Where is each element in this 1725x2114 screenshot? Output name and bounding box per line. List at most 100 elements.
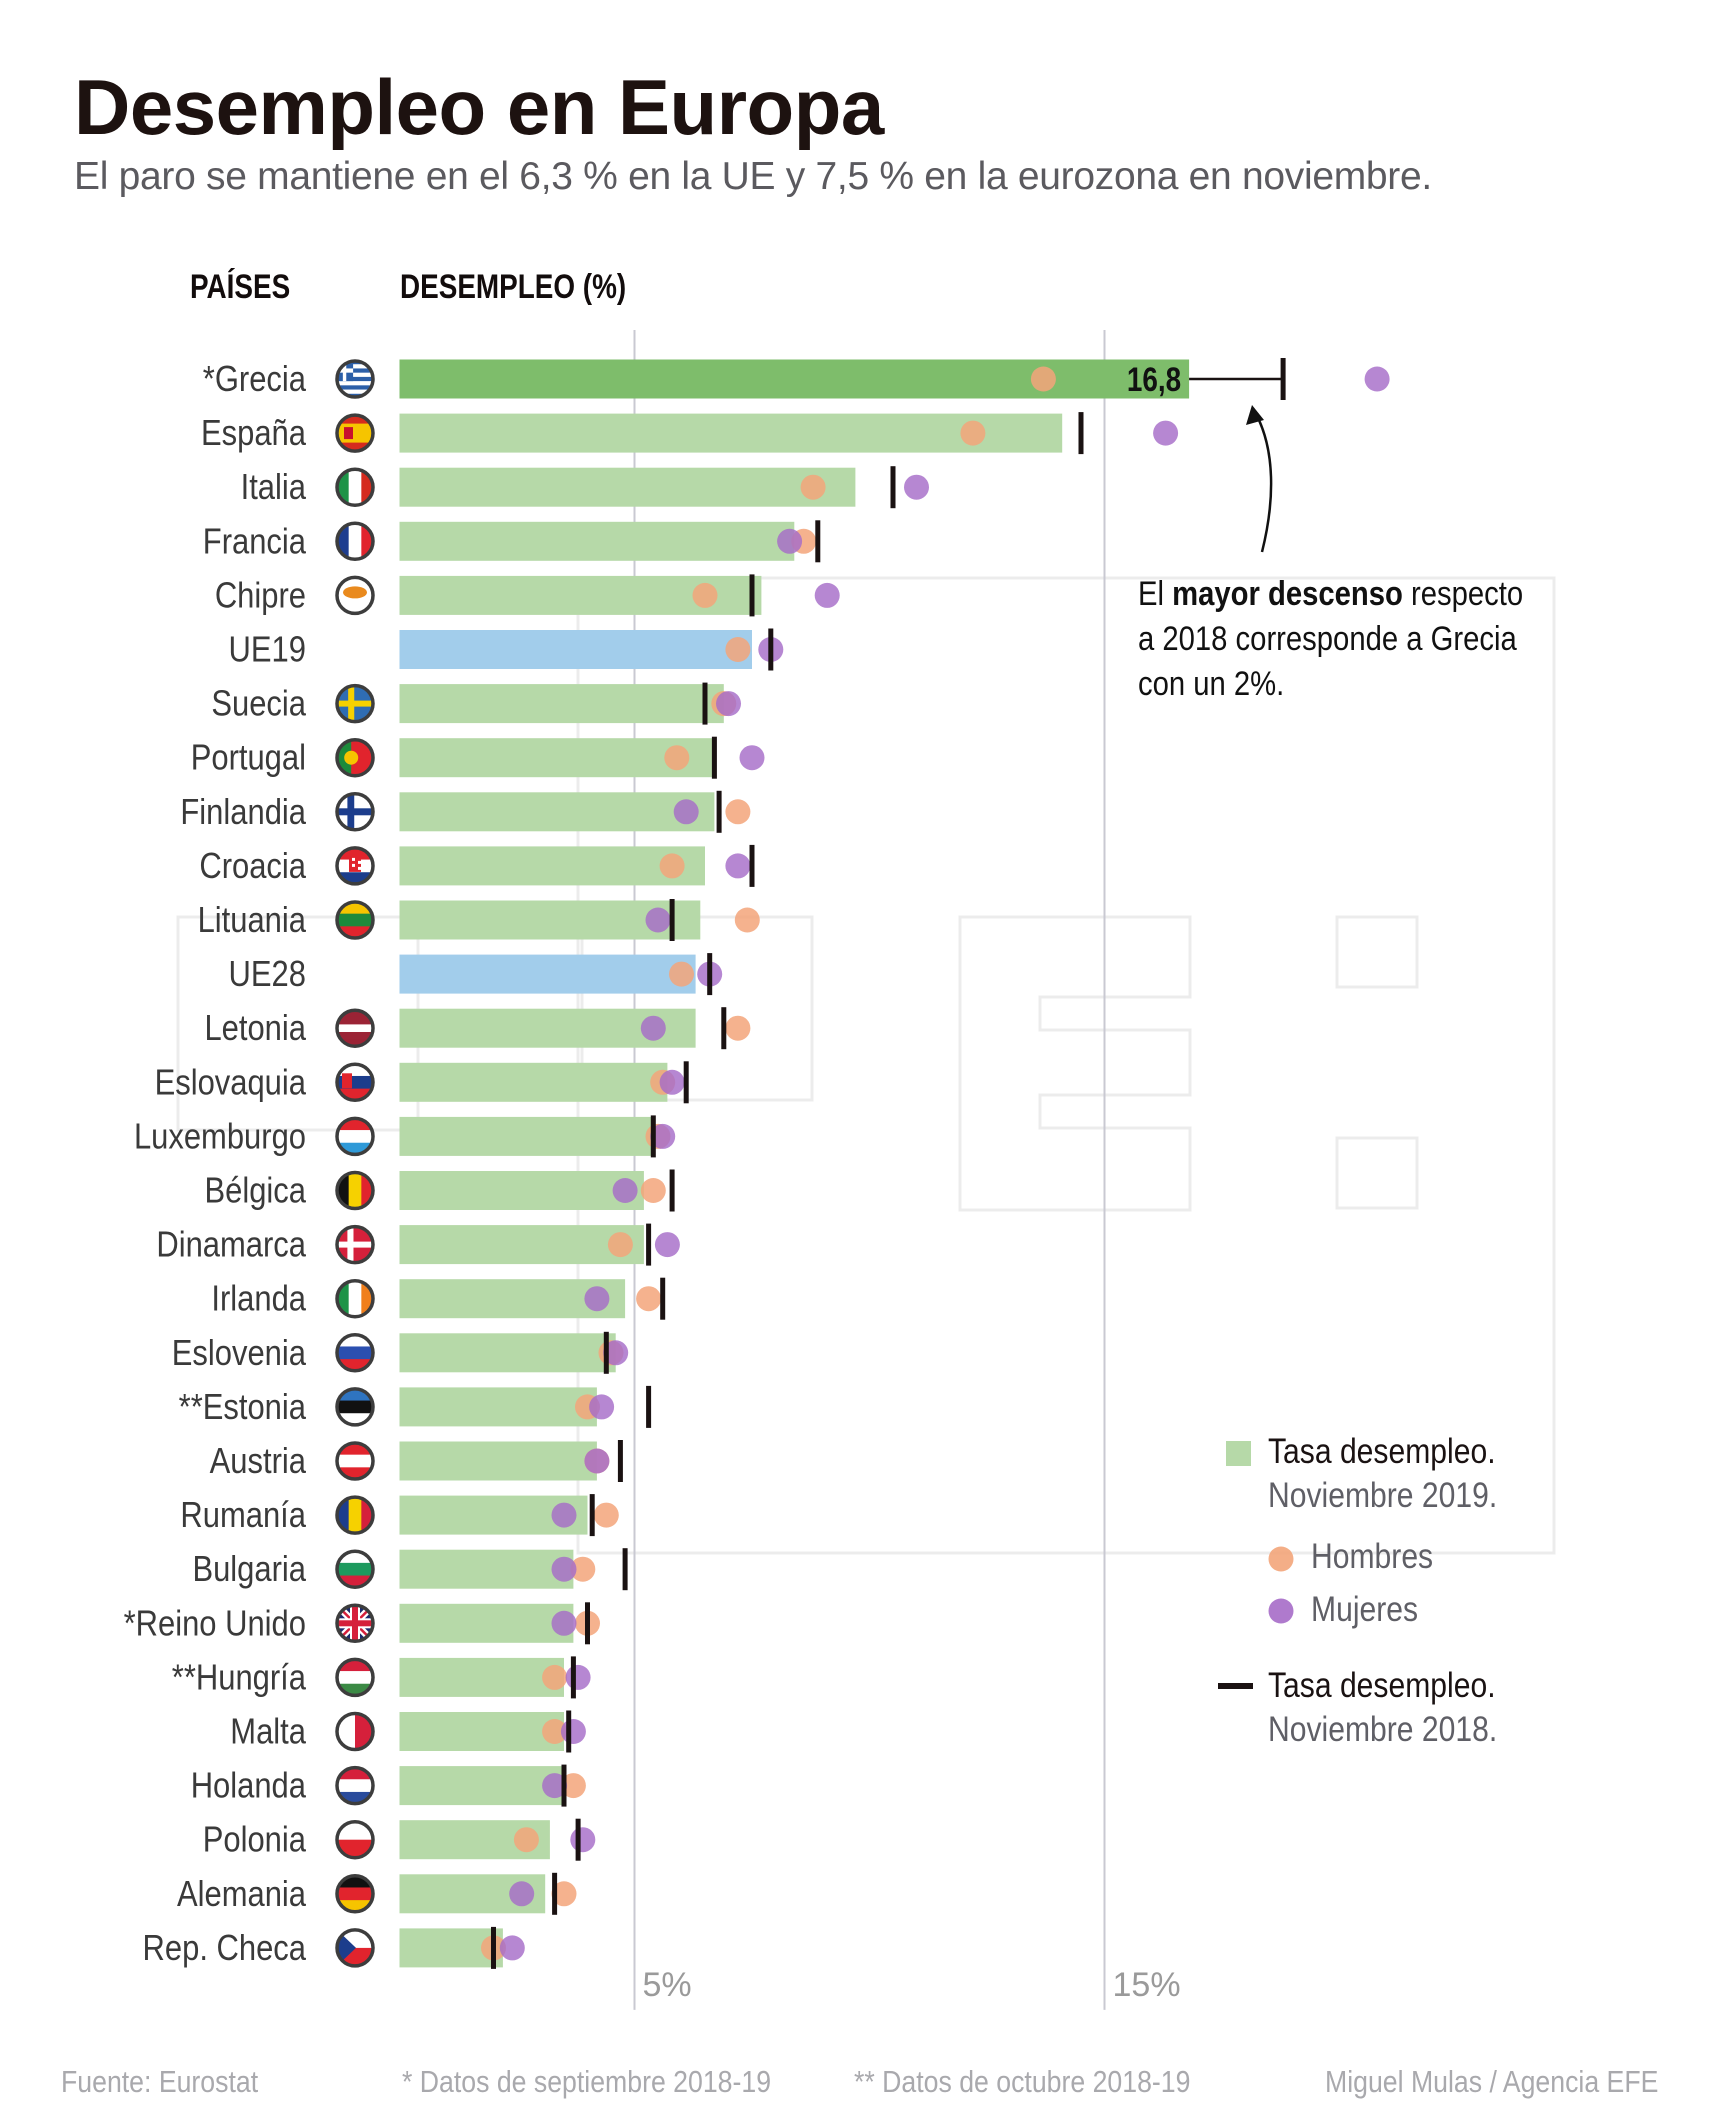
flag-border <box>335 1116 375 1157</box>
bar <box>399 1441 597 1481</box>
country-label: Croacia <box>199 847 306 887</box>
flag-gr-icon <box>335 359 375 399</box>
country-label: UE19 <box>229 630 306 670</box>
tick-2018 <box>617 1440 623 1482</box>
bar <box>399 738 715 778</box>
flag-fill <box>336 414 374 453</box>
country-label: Eslovaquia <box>155 1063 307 1103</box>
women-dot <box>814 582 840 608</box>
men-dot <box>570 1556 596 1582</box>
legend-label-men: Hombres <box>1311 1537 1434 1576</box>
bar <box>399 521 795 561</box>
flag-es-icon <box>335 413 375 453</box>
tick-2018 <box>815 520 821 563</box>
flag-lv-icon <box>335 1008 375 1048</box>
flag-se-icon <box>335 683 375 724</box>
flag-border <box>335 900 375 940</box>
annotation-pre: El <box>1138 575 1173 613</box>
flag-at-icon <box>335 1441 375 1481</box>
annotation-post: respecto <box>1402 575 1524 613</box>
flag-fill <box>336 1009 374 1048</box>
flag-stripe <box>336 385 374 391</box>
flag-gb-icon <box>335 1603 375 1644</box>
men-dot <box>542 1664 568 1690</box>
flag-border <box>335 1928 375 1968</box>
bar <box>399 684 724 724</box>
flag-map <box>343 586 367 599</box>
tick-2018 <box>585 1602 590 1645</box>
women-dot <box>645 907 671 933</box>
annotation-arrow <box>1254 413 1273 553</box>
country-label: Alemania <box>177 1875 306 1915</box>
annotation-text: El mayor descenso respecto a 2018 corres… <box>1138 572 1523 707</box>
flag-stripe <box>342 1073 352 1089</box>
women-dot <box>725 853 751 879</box>
flag-stripe <box>336 913 374 927</box>
men-dot <box>800 474 826 500</box>
tick-2018 <box>749 574 755 617</box>
flag-stripe <box>336 372 374 378</box>
men-dot <box>542 1719 568 1744</box>
country-label: *Grecia <box>203 360 307 400</box>
flag-stripe <box>352 857 355 861</box>
flag-stripe <box>336 1820 374 1841</box>
tick-2018 <box>721 1007 727 1050</box>
women-dot <box>654 1232 680 1258</box>
flag-hr-icon <box>335 846 375 886</box>
women-dot <box>584 1448 610 1474</box>
flag-dk-icon <box>335 1224 375 1265</box>
women-dot <box>673 799 699 825</box>
flag-stripe <box>336 376 374 382</box>
flag-border <box>335 737 375 778</box>
men-dot <box>725 637 751 662</box>
tick-2018 <box>716 790 722 833</box>
country-label: Bulgaria <box>192 1550 306 1590</box>
flag-border <box>335 1333 375 1373</box>
tick-2018 <box>669 1169 675 1212</box>
tick-2018 <box>575 1818 581 1861</box>
column-header-countries: PAÍSES <box>190 268 291 306</box>
flag-border <box>335 1495 375 1535</box>
watermark-frame <box>576 576 1556 1555</box>
flag-hu-icon <box>335 1657 375 1698</box>
bar <box>399 1387 597 1427</box>
women-dot <box>739 745 765 771</box>
flag-border <box>335 1711 375 1752</box>
legend-label-women: Mujeres <box>1311 1590 1419 1629</box>
tick-2018 <box>660 1277 666 1320</box>
country-label: Malta <box>230 1712 306 1752</box>
bar <box>399 467 856 507</box>
tick-2018 <box>552 1872 558 1915</box>
flag-border <box>335 1765 375 1806</box>
flag-border <box>335 359 375 399</box>
tick-2018 <box>566 1710 572 1753</box>
women-dot <box>904 474 929 500</box>
flag-stripe <box>336 1241 374 1248</box>
women-dot <box>603 1340 629 1366</box>
flag-stripe <box>348 1279 362 1318</box>
flag-stripe <box>336 442 374 453</box>
men-dot <box>640 1178 666 1203</box>
country-label: Italia <box>241 468 307 508</box>
men-dot <box>636 1286 662 1312</box>
country-label: Finlandia <box>180 793 306 833</box>
row-labels: *Grecia España Italia Francia Chipre UE19 Suec… <box>124 360 307 1969</box>
flag-ro-icon <box>335 1495 375 1535</box>
flag-stripe <box>336 381 374 386</box>
legend-women-dot <box>1268 1598 1294 1624</box>
tick-2018 <box>491 1926 496 1969</box>
legend-label: Tasa desempleo. <box>1268 1666 1496 1705</box>
tick-2018 <box>570 1656 576 1699</box>
flag-border <box>335 1224 375 1265</box>
country-label: Luxemburgo <box>134 1117 306 1157</box>
flag-stripe <box>336 1016 374 1025</box>
flag-stripe <box>336 1039 374 1048</box>
tick-2018 <box>1078 412 1084 455</box>
flag-border <box>335 1549 375 1589</box>
flag-si-icon <box>335 1333 375 1373</box>
flag-border <box>335 1278 375 1319</box>
flag-stripe <box>336 1671 374 1685</box>
tick-2018 <box>589 1494 595 1537</box>
column-header-unemployment: DESEMPLEO (%) <box>400 268 627 306</box>
country-label: Lituania <box>198 901 307 941</box>
